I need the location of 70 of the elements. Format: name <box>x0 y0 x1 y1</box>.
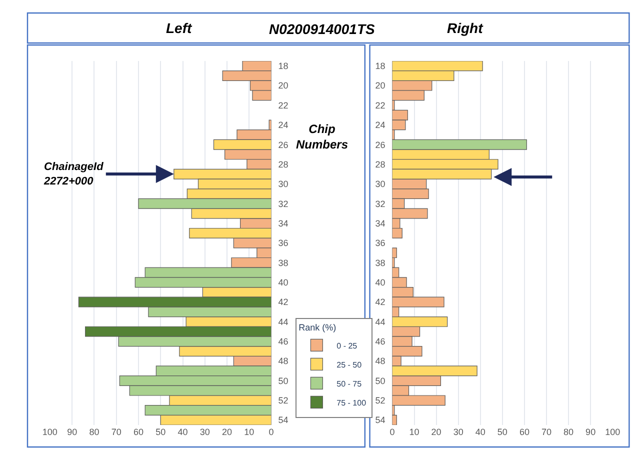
y-tick-label: 40 <box>375 278 386 288</box>
x-tick-label: 20 <box>222 427 232 437</box>
y-tick-label: 44 <box>278 316 288 327</box>
x-tick-label: 30 <box>200 427 210 437</box>
y-tick-label: 30 <box>278 179 288 190</box>
x-tick-label: 40 <box>475 427 486 437</box>
y-tick-label: 32 <box>375 198 386 209</box>
y-tick-label: 24 <box>375 120 386 130</box>
y-tick-label: 40 <box>278 278 288 288</box>
y-tick-label: 38 <box>278 258 288 268</box>
legend-label: 25 - 50 <box>336 360 362 370</box>
chart-title: Right <box>447 20 484 36</box>
x-tick-label: 60 <box>519 427 530 437</box>
y-tick-label: 44 <box>375 316 386 327</box>
y-tick-label: 54 <box>278 415 288 426</box>
y-tick-label: 26 <box>375 140 386 150</box>
x-tick-label: 20 <box>431 427 442 437</box>
x-tick-label: 10 <box>244 427 254 437</box>
x-tick-label: 10 <box>409 427 420 437</box>
y-tick-label: 20 <box>375 80 386 91</box>
y-tick-label: 48 <box>375 356 386 366</box>
y-tick-label: 42 <box>278 297 288 308</box>
legend-title: Rank (%) <box>298 322 336 333</box>
x-tick-label: 90 <box>67 427 78 437</box>
x-tick-label: 80 <box>564 427 574 437</box>
legend-label: 50 - 75 <box>336 379 362 388</box>
legend-label: 0 - 25 <box>336 341 358 350</box>
y-tick-label: 48 <box>278 356 288 366</box>
y-tick-label: 20 <box>278 80 288 91</box>
x-tick-label: 100 <box>42 427 58 437</box>
y-tick-label: 52 <box>278 396 288 406</box>
y-tick-label: 50 <box>278 376 288 386</box>
y-tick-label: 36 <box>375 238 386 248</box>
x-tick-label: 0 <box>390 427 395 437</box>
y-tick-label: 18 <box>375 61 386 72</box>
y-tick-label: 52 <box>375 396 386 406</box>
y-tick-label: 28 <box>278 159 288 170</box>
y-tick-label: 28 <box>375 159 386 170</box>
x-tick-label: 90 <box>586 427 596 437</box>
y-tick-label: 38 <box>375 258 386 268</box>
x-tick-label: 50 <box>156 427 166 437</box>
text: Chip Numbers <box>296 122 348 152</box>
x-tick-label: 100 <box>605 427 620 437</box>
y-tick-label: 24 <box>278 120 288 130</box>
y-tick-label: 42 <box>375 297 386 308</box>
x-tick-label: 0 <box>268 427 274 437</box>
y-tick-label: 36 <box>278 238 288 248</box>
x-tick-label: 30 <box>453 427 464 437</box>
y-tick-label: 50 <box>375 376 386 386</box>
y-tick-label: 34 <box>375 218 386 228</box>
y-tick-label: 22 <box>278 100 288 110</box>
x-tick-label: 50 <box>497 427 508 437</box>
y-tick-label: 32 <box>278 198 288 209</box>
x-tick-label: 70 <box>111 427 122 437</box>
y-tick-label: 26 <box>278 140 288 150</box>
y-tick-label: 30 <box>375 179 386 190</box>
x-tick-label: 60 <box>133 427 144 437</box>
y-tick-label: 22 <box>375 100 386 110</box>
x-tick-label: 80 <box>89 427 100 437</box>
y-tick-label: 46 <box>375 336 386 347</box>
legend-label: 75 - 100 <box>336 398 367 408</box>
x-tick-label: 40 <box>178 427 188 437</box>
text: N0200914001TS <box>269 21 376 37</box>
y-tick-label: 34 <box>278 218 288 228</box>
y-tick-label: 46 <box>278 336 288 347</box>
y-tick-label: 18 <box>278 61 288 72</box>
x-tick-label: 70 <box>541 427 552 437</box>
chart-title: Left <box>166 20 193 36</box>
annotation: ChainageId 2272+000 <box>43 161 104 188</box>
y-tick-label: 54 <box>375 415 386 426</box>
